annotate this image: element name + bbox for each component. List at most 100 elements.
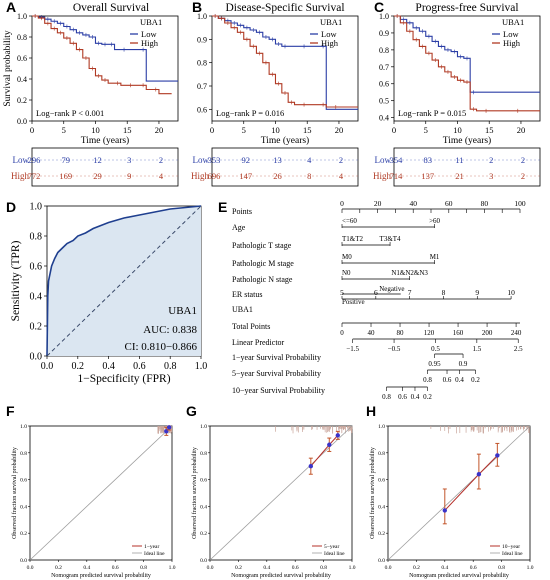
legend-label-period: 5−year — [324, 544, 339, 550]
legend-label-high: High — [141, 38, 159, 48]
y-tick-label: 0.2 — [378, 531, 385, 537]
y-tick-label: 0.8 — [197, 59, 207, 68]
auc-value: AUC: 0.838 — [143, 324, 197, 336]
calibration-point — [477, 472, 481, 476]
y-tick-label: 0.8 — [200, 451, 207, 457]
legend-label-period: 1−year — [144, 544, 159, 550]
uba1-tick-label: 5 — [340, 288, 344, 297]
y-tick-label: 1.0 — [17, 12, 27, 21]
y-axis-label: Observed fraction survival probability — [11, 447, 18, 539]
x-tick-label: 0.2 — [55, 565, 62, 571]
roc-panel: 0.0 0.2 0.4 0.6 0.8 1.00.00.20.40.60.81.01−Sp… — [10, 202, 207, 386]
panel-label-C: C — [374, 0, 384, 15]
x-tick-label: 20 — [335, 125, 344, 135]
y-tick-label: 0.0 — [378, 558, 385, 564]
total-points-tick-label: 160 — [453, 329, 464, 337]
x-axis-label: Nomogram predicted survival probability — [231, 573, 331, 579]
y-tick-label: 0.0 — [30, 352, 43, 363]
points-tick-label: 60 — [445, 199, 453, 208]
total-points-tick-label: 0 — [340, 329, 344, 337]
calibration-curve — [311, 435, 338, 466]
panel-label-F: F — [6, 403, 15, 419]
linear-predictor-tick-label: 0.5 — [431, 345, 440, 353]
x-axis-label: Time (years) — [261, 135, 309, 146]
y-tick-label: 0.6 — [17, 54, 27, 63]
survival-1-year-tick-label: 0.9 — [459, 360, 468, 368]
survival-10-year-tick-label: 0.4 — [411, 393, 420, 401]
calibration-point — [336, 433, 340, 437]
x-tick-label: 0.4 — [102, 361, 115, 372]
x-axis-label: Nomogram predicted survival probability — [409, 573, 509, 579]
survival-10-year-tick-label: 0.6 — [398, 393, 407, 401]
risk-table-frame — [212, 148, 358, 186]
uba1-tick-label: 7 — [408, 288, 412, 297]
calibration-panel-F: 0.00.00.20.20.40.40.60.60.80.81.01.0Nomo… — [11, 424, 176, 579]
nomogram-row-label: 5−year Survival Probability — [232, 369, 321, 378]
pathologic-t-stage-level-label: T3&T4 — [380, 235, 401, 243]
points-tick-label: 40 — [409, 199, 417, 208]
points-tick-label: 0 — [340, 199, 344, 208]
x-tick-label: 0.8 — [164, 361, 177, 372]
y-tick-label: 0.4 — [30, 292, 43, 303]
x-tick-label: 15 — [123, 125, 132, 135]
nomogram-row-label: Total Points — [232, 322, 270, 331]
linear-predictor-tick-label: 1.5 — [472, 345, 481, 353]
total-points-tick-label: 240 — [511, 329, 522, 337]
chart-title: Disease-Specific Survival — [225, 2, 344, 14]
calibration-point — [167, 425, 171, 429]
x-tick-label: 20 — [517, 125, 526, 135]
risk-table-A: Low296 79 12 3 2High772 169 29 9 4 — [11, 148, 178, 186]
panel-label-D: D — [6, 199, 16, 215]
x-tick-label: 0.2 — [235, 565, 242, 571]
x-tick-label: 0.6 — [470, 565, 477, 571]
linear-predictor-tick-label: −1.5 — [346, 345, 359, 353]
x-tick-label: 5 — [62, 125, 66, 135]
panel-label-H: H — [366, 403, 376, 419]
survival-10-year-tick-label: 0.8 — [382, 393, 391, 401]
y-tick-label: 0.4 — [379, 114, 389, 123]
nomogram-row-label: Pathologic M stage — [232, 259, 294, 268]
calibration-point — [327, 443, 331, 447]
x-tick-label: 0.4 — [83, 565, 90, 571]
legend-label-ideal: Ideal line — [324, 551, 345, 557]
age-level-label: >60 — [429, 217, 440, 225]
y-tick-label: 0.8 — [30, 232, 43, 243]
nomogram-row-label: 10−year Survival Probability — [232, 386, 325, 395]
chart-title: Progress-free Survival — [415, 2, 518, 14]
x-tick-label: 1.0 — [169, 565, 176, 571]
ideal-line — [30, 426, 172, 560]
pathologic-n-stage-level-label: N0 — [342, 269, 351, 277]
linear-predictor-tick-label: −0.5 — [388, 345, 401, 353]
nomogram-row-label: 1−year Survival Probability — [232, 353, 321, 362]
nomogram-row-label: UBA1 — [232, 305, 253, 314]
y-tick-label: 0.0 — [200, 558, 207, 564]
x-tick-label: 20 — [155, 125, 164, 135]
y-tick-label: 0.2 — [20, 531, 27, 537]
legend-title: UBA1 — [140, 17, 162, 27]
y-tick-label: 1.0 — [30, 202, 43, 213]
x-tick-label: 0.8 — [320, 565, 327, 571]
y-axis-label: Observed fraction survival probability — [369, 447, 376, 539]
x-tick-label: 0.2 — [72, 361, 85, 372]
ci-value: CI: 0.810−0.866 — [124, 341, 197, 353]
ideal-line — [388, 426, 530, 560]
total-points-tick-label: 120 — [424, 329, 435, 337]
y-tick-label: 0.6 — [378, 478, 385, 484]
x-tick-label: 0 — [392, 125, 396, 135]
y-tick-label: 0.9 — [197, 35, 207, 44]
survival-10-year-tick-label: 0.2 — [423, 393, 432, 401]
survival-1-year-tick-label: 0.95 — [428, 360, 441, 368]
x-tick-label: 10 — [271, 125, 280, 135]
panel-label-E: E — [218, 199, 227, 215]
x-tick-label: 0.6 — [112, 565, 119, 571]
survival-5-year-tick-label: 0.6 — [443, 376, 452, 384]
linear-predictor-tick-label: 2.5 — [514, 345, 523, 353]
km-panel-C: Progress-free Survival 0 5 10 15 20 0.4 0.5 0.6 0… — [379, 2, 540, 146]
x-axis-label: 1−Specificity (FPR) — [77, 373, 170, 385]
legend-label-ideal: Ideal line — [144, 551, 165, 557]
panel-label-A: A — [6, 0, 16, 15]
pathologic-t-stage-level-label: T1&T2 — [342, 235, 363, 243]
x-tick-label: 1.0 — [527, 565, 534, 571]
risk-table-frame — [394, 148, 540, 186]
